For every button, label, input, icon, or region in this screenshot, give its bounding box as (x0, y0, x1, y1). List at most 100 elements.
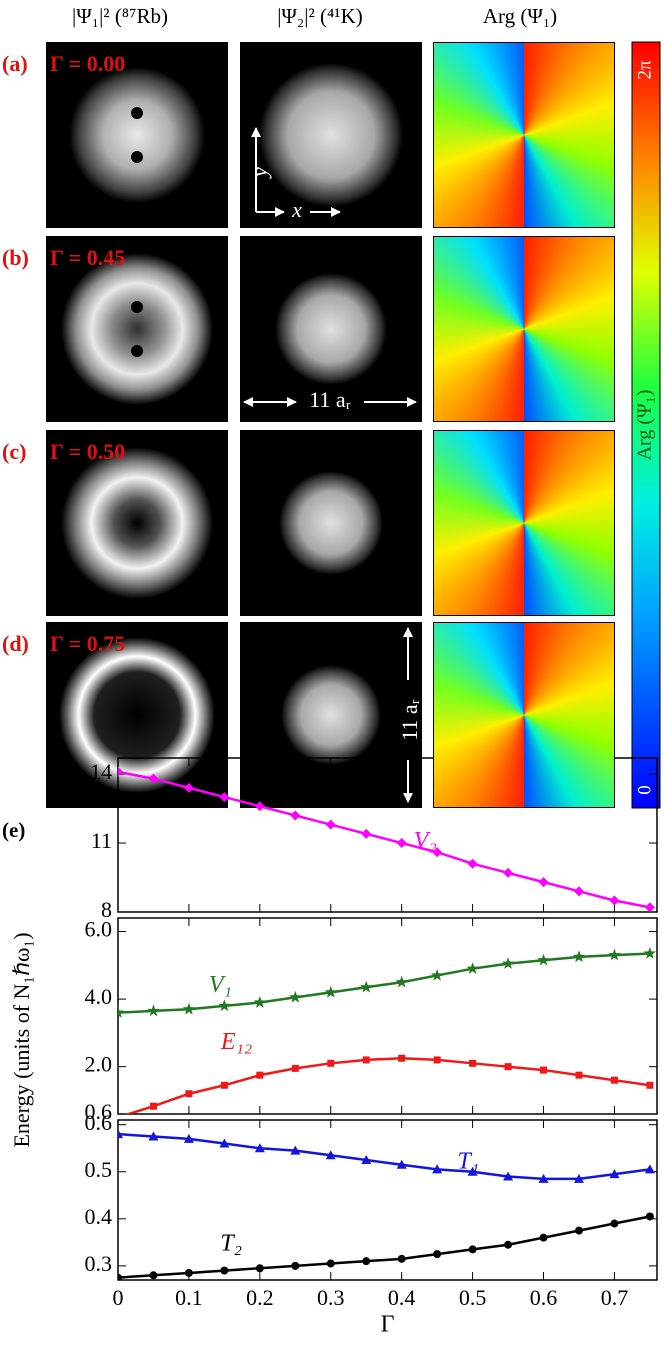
y-tick-label: 6.0 (85, 917, 113, 942)
marker (503, 1171, 514, 1181)
x-tick-label: 0.6 (530, 1285, 558, 1310)
gamma-label: Γ = 0.75 (50, 631, 125, 656)
plot-frame (117, 917, 658, 1115)
x-tick-label: 0 (113, 1285, 124, 1310)
marker (325, 819, 336, 830)
marker (253, 995, 267, 1008)
x-tick-label: 0.4 (388, 1285, 416, 1310)
marker (220, 1081, 228, 1089)
marker (398, 1054, 406, 1062)
marker (118, 1113, 122, 1114)
series-line (118, 770, 651, 909)
marker (326, 1259, 335, 1268)
gamma-label: Γ = 0.00 (50, 51, 125, 76)
colorbar-top: 2π (634, 60, 655, 80)
y-tick-label: 0.5 (85, 1157, 113, 1182)
marker (182, 1002, 196, 1015)
series-line (118, 1132, 651, 1181)
marker (291, 1064, 299, 1072)
colorbar-label: Arg (Ψ₁) (634, 390, 656, 461)
marker (540, 1066, 548, 1074)
marker (219, 1138, 230, 1148)
marker (503, 867, 514, 878)
marker (118, 1006, 125, 1018)
marker (362, 1257, 371, 1266)
column-header: |Ψ₂|² (⁴¹K) (277, 4, 363, 28)
panel-label: (e) (2, 818, 25, 842)
marker (118, 1129, 123, 1139)
marker (610, 1076, 618, 1084)
density-blob (281, 665, 381, 765)
marker (183, 782, 194, 793)
marker (396, 1159, 407, 1169)
marker (149, 1102, 157, 1110)
y-tick-label: 4.0 (85, 984, 113, 1009)
y-tick-label: 11 (91, 828, 112, 853)
axis-arrow-label: x (291, 197, 302, 222)
marker (254, 1143, 265, 1153)
series-line (124, 1056, 651, 1114)
density-blob (275, 273, 387, 385)
marker (468, 1245, 477, 1254)
marker (469, 1059, 477, 1067)
marker (575, 1071, 583, 1079)
y-axis-label: Energy (units of N₁ℏω₁) (9, 932, 34, 1147)
density-blob (59, 637, 215, 793)
x-tick-label: 0.3 (317, 1285, 345, 1310)
marker (645, 1212, 654, 1221)
phase-panel (433, 236, 615, 422)
marker (574, 1226, 583, 1235)
marker (148, 773, 159, 784)
marker (219, 792, 230, 803)
series-label: V₁ (209, 972, 232, 998)
marker (467, 1166, 478, 1176)
x-tick-label: 0.7 (601, 1285, 629, 1310)
size-label: 11 aᵣ (397, 699, 422, 741)
x-axis-label: Γ (381, 1312, 395, 1338)
marker (256, 1071, 264, 1079)
marker (325, 1150, 336, 1160)
marker (433, 1056, 441, 1064)
marker (433, 1250, 442, 1259)
marker (147, 1004, 160, 1017)
density-blob (61, 253, 213, 405)
marker (538, 877, 549, 888)
row-label: (c) (2, 439, 26, 464)
gamma-label: Γ = 0.45 (50, 245, 125, 270)
marker (501, 957, 515, 969)
marker (572, 950, 586, 963)
marker (218, 999, 231, 1012)
marker (290, 1145, 301, 1155)
marker (537, 953, 550, 966)
density-blob (69, 67, 205, 203)
y-tick-label: 14 (90, 759, 112, 784)
marker (327, 1059, 335, 1067)
marker (118, 1273, 122, 1280)
series-line (118, 1215, 651, 1279)
marker (290, 810, 301, 821)
marker (255, 1264, 264, 1273)
vortex-core (131, 107, 143, 119)
marker (395, 975, 408, 988)
vortex-core (131, 345, 143, 357)
series-label: E₁₂ (220, 1029, 252, 1055)
phase-panel (433, 42, 615, 228)
column-header: Arg (Ψ₁) (483, 4, 557, 28)
marker (504, 1240, 513, 1249)
marker (609, 895, 620, 906)
marker (432, 1164, 443, 1174)
column-header: |Ψ₁|² (⁸⁷Rb) (72, 4, 168, 28)
marker (361, 1155, 372, 1164)
series-label: T₂ (220, 1230, 242, 1256)
y-tick-label: 0.3 (85, 1251, 113, 1276)
series-line (118, 952, 650, 1014)
marker (643, 946, 657, 959)
y-tick-label: 2.0 (85, 1052, 113, 1077)
y-tick-label: 0.6 (85, 1110, 113, 1135)
phase-panel (433, 622, 615, 808)
marker (396, 838, 407, 849)
marker (644, 902, 655, 912)
marker (644, 1164, 655, 1174)
